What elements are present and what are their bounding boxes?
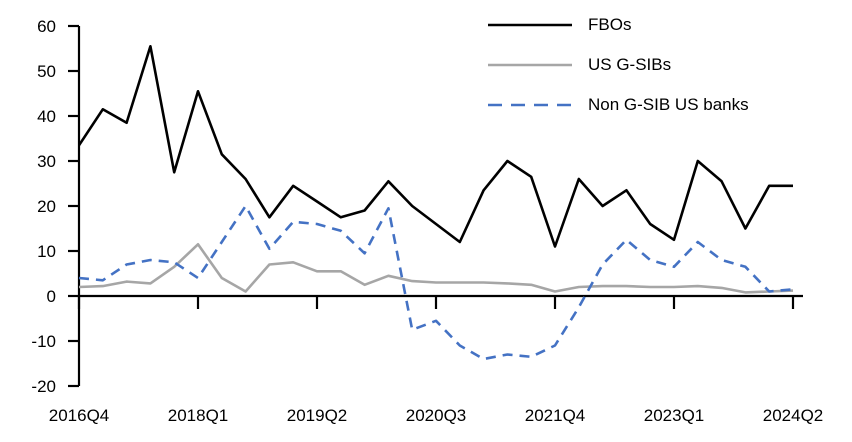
x-axis-tick-label: 2021Q4 xyxy=(525,406,586,425)
legend-label-fbos: FBOs xyxy=(588,15,632,34)
legend-item-us-gsibs: US G-SIBs xyxy=(487,45,749,85)
x-axis-tick-label: 2024Q2 xyxy=(763,406,824,425)
x-axis-tick-label: 2020Q3 xyxy=(406,406,467,425)
legend-line-sample-fbos xyxy=(488,23,572,27)
y-axis-tick-label: 20 xyxy=(37,197,56,216)
y-axis-tick-label: 30 xyxy=(37,152,56,171)
legend-label-non-gsib-us-banks: Non G-SIB US banks xyxy=(588,95,749,114)
legend-line-sample-non-gsib-us-banks xyxy=(488,103,572,107)
y-axis-tick-label: 40 xyxy=(37,107,56,126)
x-axis-tick-label: 2018Q1 xyxy=(168,406,229,425)
y-axis-tick-label: 50 xyxy=(37,62,56,81)
y-axis-tick-label: -20 xyxy=(31,377,56,396)
series-line-non-gsib-us-banks xyxy=(78,204,794,361)
y-axis-tick-label: -10 xyxy=(31,332,56,351)
y-axis-tick-label: 60 xyxy=(37,17,56,36)
y-axis-tick-label: 0 xyxy=(47,287,56,306)
legend-line-sample-us-gsibs xyxy=(488,63,572,67)
legend-item-fbos: FBOs xyxy=(487,5,749,45)
series-line-fbos xyxy=(77,44,793,248)
x-axis-tick-label: 2023Q1 xyxy=(644,406,705,425)
y-axis-tick-label: 10 xyxy=(37,242,56,261)
legend-label-us-gsibs: US G-SIBs xyxy=(588,55,672,74)
x-axis-tick-label: 2019Q2 xyxy=(287,406,348,425)
x-axis-tick-label: 2016Q4 xyxy=(49,406,110,425)
series-line-us-gsibs xyxy=(78,243,794,294)
chart-legend: FBOs US G-SIBs Non G-SIB US banks xyxy=(487,5,749,125)
legend-item-non-gsib-us-banks: Non G-SIB US banks xyxy=(487,85,749,125)
